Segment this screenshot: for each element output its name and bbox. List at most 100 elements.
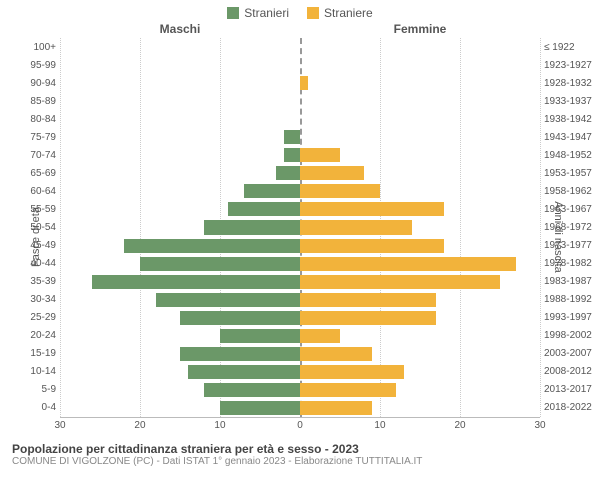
chart-row: 80-841938-1942 [60, 110, 540, 128]
bar-male [220, 401, 300, 415]
birth-year-label: 2018-2022 [544, 402, 598, 413]
birth-year-label: 1953-1957 [544, 168, 598, 179]
legend: Stranieri Straniere [0, 0, 600, 22]
chart-row: 15-192003-2007 [60, 345, 540, 363]
chart-row: 20-241998-2002 [60, 327, 540, 345]
birth-year-label: 1928-1932 [544, 78, 598, 89]
legend-swatch-male [227, 7, 239, 19]
age-label: 95-99 [14, 60, 56, 71]
age-label: 80-84 [14, 114, 56, 125]
column-titles: Maschi Femmine [0, 22, 600, 38]
age-label: 75-79 [14, 132, 56, 143]
birth-year-label: 2008-2012 [544, 366, 598, 377]
age-label: 65-69 [14, 168, 56, 179]
birth-year-label: 1948-1952 [544, 150, 598, 161]
age-label: 35-39 [14, 276, 56, 287]
bar-female [300, 329, 340, 343]
pyramid-chart: 100+≤ 192295-991923-192790-941928-193285… [60, 38, 540, 418]
chart-row: 45-491973-1977 [60, 237, 540, 255]
birth-year-label: 2013-2017 [544, 384, 598, 395]
age-label: 5-9 [14, 384, 56, 395]
bar-male [204, 383, 300, 397]
birth-year-label: 1963-1967 [544, 204, 598, 215]
chart-row: 85-891933-1937 [60, 92, 540, 110]
bar-female [300, 365, 404, 379]
chart-area: Fasce di età Anni di nascita 100+≤ 19229… [0, 38, 600, 436]
age-label: 85-89 [14, 96, 56, 107]
bar-female [300, 76, 308, 90]
age-label: 20-24 [14, 330, 56, 341]
legend-label-female: Straniere [324, 6, 373, 20]
bar-female [300, 293, 436, 307]
column-title-left: Maschi [60, 22, 300, 36]
gridline [540, 38, 541, 417]
chart-row: 95-991923-1927 [60, 56, 540, 74]
chart-row: 65-691953-1957 [60, 164, 540, 182]
footer-subtitle: COMUNE DI VIGOLZONE (PC) - Dati ISTAT 1°… [12, 456, 588, 467]
birth-year-label: 1933-1937 [544, 96, 598, 107]
bar-male [284, 130, 300, 144]
chart-row: 55-591963-1967 [60, 200, 540, 218]
birth-year-label: 1923-1927 [544, 60, 598, 71]
chart-row: 90-941928-1932 [60, 74, 540, 92]
chart-row: 60-641958-1962 [60, 182, 540, 200]
bar-female [300, 239, 444, 253]
age-label: 30-34 [14, 294, 56, 305]
footer-title: Popolazione per cittadinanza straniera p… [12, 442, 588, 456]
age-label: 15-19 [14, 348, 56, 359]
birth-year-label: 1973-1977 [544, 240, 598, 251]
chart-row: 75-791943-1947 [60, 128, 540, 146]
chart-row: 5-92013-2017 [60, 381, 540, 399]
age-label: 40-44 [14, 258, 56, 269]
legend-label-male: Stranieri [244, 6, 289, 20]
legend-item-male: Stranieri [227, 6, 289, 20]
chart-row: 40-441978-1982 [60, 255, 540, 273]
bar-female [300, 202, 444, 216]
x-tick: 10 [214, 420, 225, 431]
chart-row: 0-42018-2022 [60, 399, 540, 417]
age-label: 70-74 [14, 150, 56, 161]
age-label: 100+ [14, 42, 56, 53]
birth-year-label: 1938-1942 [544, 114, 598, 125]
bar-female [300, 184, 380, 198]
column-title-right: Femmine [300, 22, 540, 36]
chart-row: 100+≤ 1922 [60, 38, 540, 56]
chart-row: 35-391983-1987 [60, 273, 540, 291]
chart-row: 70-741948-1952 [60, 146, 540, 164]
age-label: 60-64 [14, 186, 56, 197]
x-tick: 30 [54, 420, 65, 431]
bar-male [124, 239, 300, 253]
bar-female [300, 220, 412, 234]
birth-year-label: 1978-1982 [544, 258, 598, 269]
bar-female [300, 401, 372, 415]
bar-male [220, 329, 300, 343]
age-label: 90-94 [14, 78, 56, 89]
bar-male [284, 148, 300, 162]
bar-male [140, 257, 300, 271]
x-tick: 30 [534, 420, 545, 431]
bar-male [188, 365, 300, 379]
age-label: 55-59 [14, 204, 56, 215]
x-tick: 20 [454, 420, 465, 431]
bar-female [300, 257, 516, 271]
chart-row: 25-291993-1997 [60, 309, 540, 327]
legend-item-female: Straniere [307, 6, 373, 20]
birth-year-label: 2003-2007 [544, 348, 598, 359]
birth-year-label: 1968-1972 [544, 222, 598, 233]
bar-female [300, 148, 340, 162]
chart-rows: 100+≤ 192295-991923-192790-941928-193285… [60, 38, 540, 417]
x-tick: 0 [297, 420, 303, 431]
birth-year-label: 1998-2002 [544, 330, 598, 341]
bar-female [300, 311, 436, 325]
bar-male [228, 202, 300, 216]
birth-year-label: 1958-1962 [544, 186, 598, 197]
birth-year-label: 1943-1947 [544, 132, 598, 143]
bar-female [300, 166, 364, 180]
x-axis: 3020100102030 [60, 418, 540, 436]
legend-swatch-female [307, 7, 319, 19]
footer: Popolazione per cittadinanza straniera p… [0, 436, 600, 467]
bar-male [180, 347, 300, 361]
bar-female [300, 275, 500, 289]
age-label: 45-49 [14, 240, 56, 251]
birth-year-label: ≤ 1922 [544, 42, 598, 53]
